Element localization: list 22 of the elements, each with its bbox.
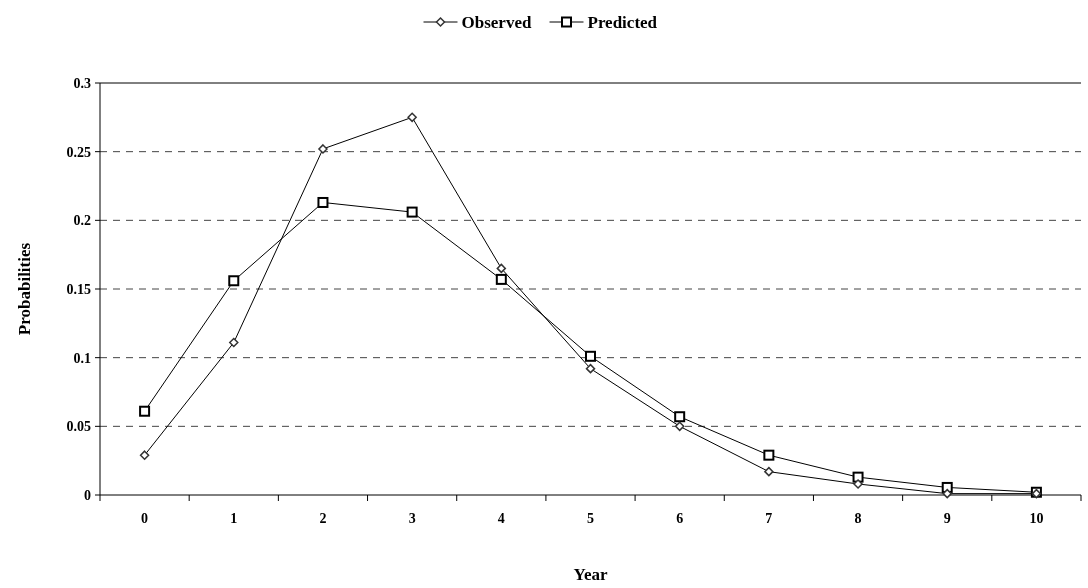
- y-tick-label: 0.1: [73, 350, 91, 366]
- y-axis-title: Probabilities: [15, 242, 34, 336]
- x-tick-label: 1: [230, 511, 238, 526]
- x-tick-label: 7: [765, 511, 773, 526]
- y-tick-label: 0.25: [66, 144, 91, 160]
- y-tick-label: 0.2: [73, 213, 91, 229]
- x-axis-title: Year: [573, 565, 608, 584]
- y-tick-label: 0.15: [66, 281, 91, 297]
- x-tick-label: 8: [854, 511, 862, 526]
- x-tick-label: 9: [943, 511, 951, 526]
- legend-label: Observed: [461, 12, 532, 32]
- y-tick-label: 0: [84, 487, 91, 503]
- y-tick-label: 0.05: [66, 419, 91, 435]
- x-tick-label: 6: [676, 511, 684, 526]
- x-tick-label: 0: [141, 511, 149, 526]
- x-tick-label: 10: [1029, 511, 1044, 526]
- y-tick-label: 0.3: [73, 75, 91, 91]
- x-tick-label: 4: [497, 511, 505, 526]
- x-tick-label: 3: [408, 511, 416, 526]
- x-tick-label: 2: [319, 511, 327, 526]
- legend-label: Predicted: [587, 12, 658, 32]
- x-tick-label: 5: [587, 511, 594, 526]
